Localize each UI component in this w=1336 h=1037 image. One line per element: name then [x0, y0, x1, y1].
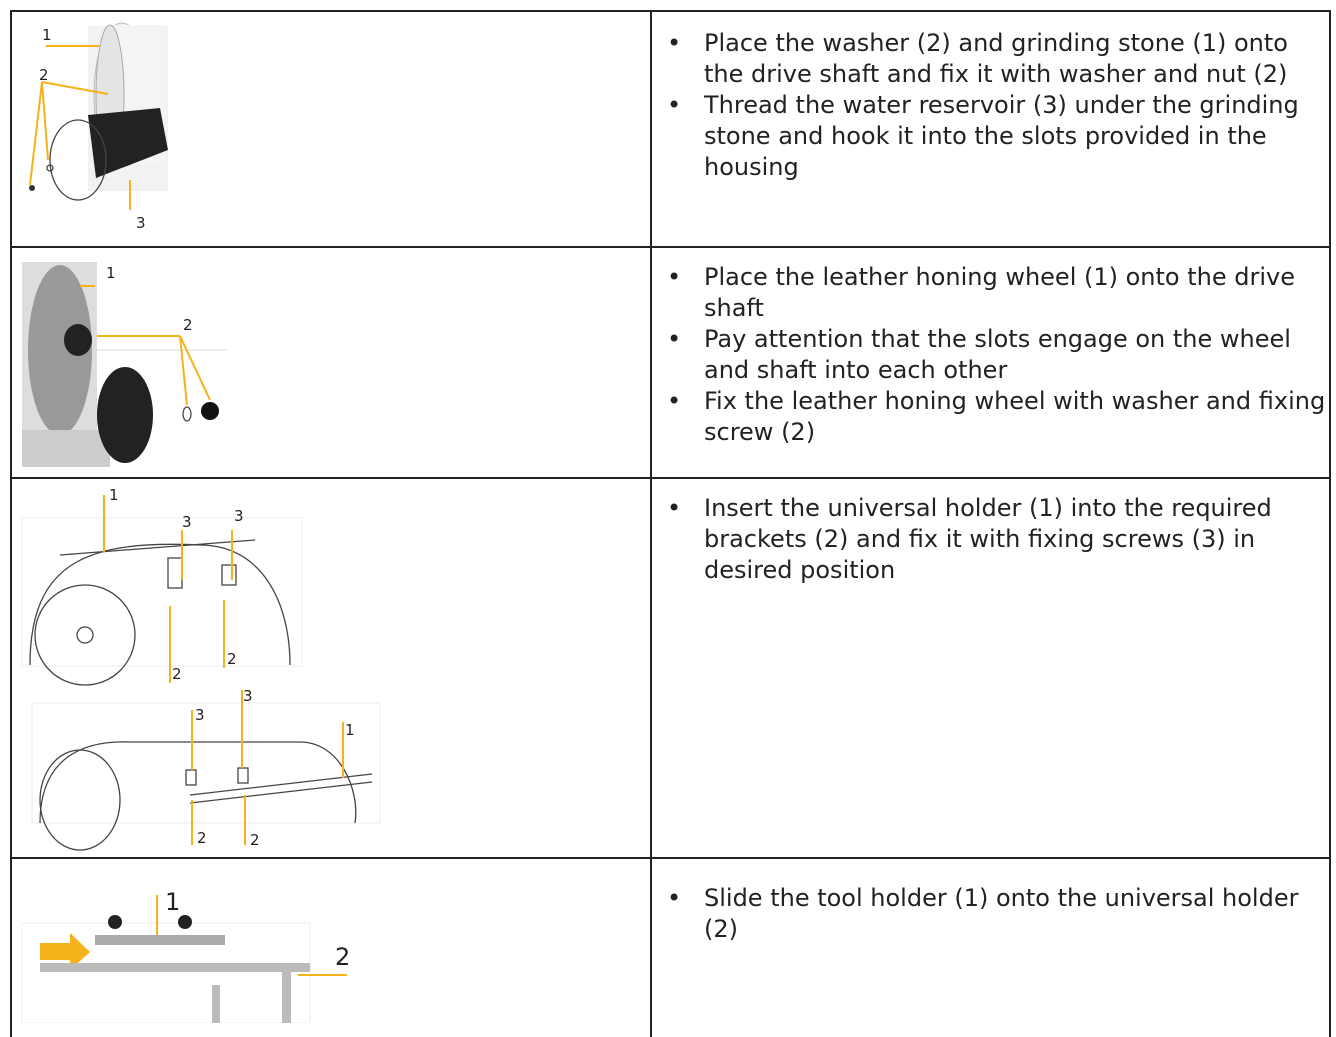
- callout: 2: [183, 316, 193, 334]
- bullet-list: Slide the tool holder (1) onto the unive…: [652, 883, 1329, 945]
- callout: 1: [345, 721, 355, 739]
- callout: 1: [165, 888, 180, 916]
- bullet: Pay attention that the slots engage on t…: [667, 324, 1329, 386]
- bullet: Thread the water reservoir (3) under the…: [667, 90, 1329, 183]
- text-cell: Place the leather honing wheel (1) onto …: [650, 246, 1331, 478]
- bullet-list: Place the leather honing wheel (1) onto …: [652, 262, 1329, 448]
- callout: 2: [39, 66, 49, 84]
- callout: 1: [109, 486, 119, 504]
- callout: 1: [42, 26, 52, 44]
- callout: 3: [195, 706, 205, 724]
- holder-illustration: [21, 495, 303, 686]
- callout: 3: [243, 687, 253, 705]
- callout: 1: [106, 264, 116, 282]
- callout: 3: [136, 214, 146, 232]
- bullet: Fix the leather honing wheel with washer…: [667, 386, 1329, 448]
- callout: 2: [335, 943, 350, 971]
- honing-wheel-illustration: [22, 262, 228, 467]
- callout: 3: [234, 507, 244, 525]
- image-cell: [10, 477, 650, 858]
- callout: 2: [227, 650, 237, 668]
- text-cell: Slide the tool holder (1) onto the unive…: [650, 857, 1331, 1037]
- callout: 3: [182, 513, 192, 531]
- bullet: Place the leather honing wheel (1) onto …: [667, 262, 1329, 324]
- bullet-list: Insert the universal holder (1) into the…: [652, 493, 1329, 586]
- bullet: Slide the tool holder (1) onto the unive…: [667, 883, 1329, 945]
- callout: 2: [197, 829, 207, 847]
- holder-illustration: [31, 690, 381, 851]
- illustrations: 1 2 3 1 2 1 3 3 2 2 3 3: [21, 22, 381, 1023]
- bullet: Insert the universal holder (1) into the…: [667, 493, 1329, 586]
- callout: 2: [172, 665, 182, 683]
- image-cell: [10, 246, 650, 478]
- text-cell: Place the washer (2) and grinding stone …: [650, 10, 1331, 247]
- grinder-illustration: [29, 22, 168, 210]
- text-cell: Insert the universal holder (1) into the…: [650, 477, 1331, 858]
- tool-holder-illustration: [21, 895, 347, 1023]
- bullet-list: Place the washer (2) and grinding stone …: [652, 28, 1329, 183]
- image-cell: [10, 857, 650, 1037]
- bullet: Place the washer (2) and grinding stone …: [667, 28, 1329, 90]
- image-cell: [10, 10, 650, 247]
- callout: 2: [250, 831, 260, 849]
